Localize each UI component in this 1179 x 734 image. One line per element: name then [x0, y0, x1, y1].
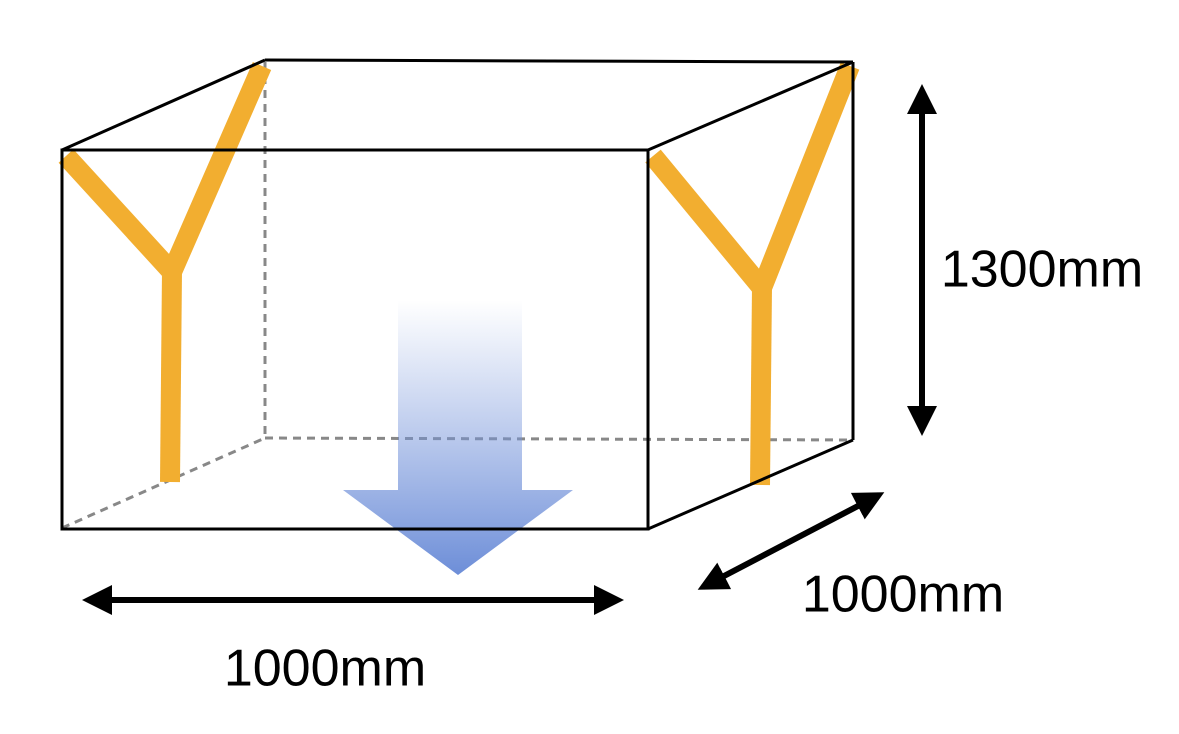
- height-label: 1300mm: [941, 241, 1143, 299]
- width-label: 1000mm: [224, 640, 426, 698]
- dimension-arrows: [82, 84, 937, 615]
- depth-label: 1000mm: [802, 566, 1004, 624]
- flow-arrow: [343, 300, 573, 575]
- box-edges: [60, 58, 855, 531]
- lifting-straps: [58, 61, 860, 486]
